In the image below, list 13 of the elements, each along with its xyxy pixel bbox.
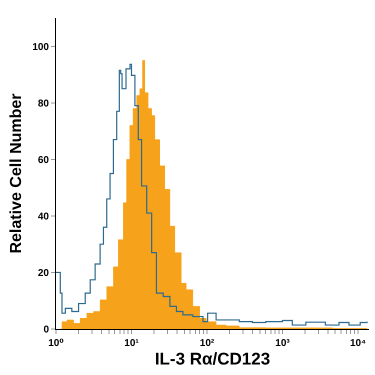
y-axis-title: Relative Cell Number xyxy=(8,93,26,254)
x-tick-label: 10⁰ xyxy=(48,338,64,349)
x-tick-label: 10⁴ xyxy=(350,338,366,349)
y-tick-label: 80 xyxy=(38,98,50,110)
y-tick-label: 60 xyxy=(38,154,50,166)
x-axis-title: IL-3 Rα/CD123 xyxy=(154,349,270,368)
y-tick-label: 0 xyxy=(43,324,50,336)
y-tick-label: 20 xyxy=(38,268,50,279)
x-tick-label: 10¹ xyxy=(124,338,140,349)
y-tick-label: 40 xyxy=(38,211,50,222)
x-tick-label: 10² xyxy=(200,338,215,349)
y-tick-label: 100 xyxy=(32,42,50,53)
x-tick-label: 10³ xyxy=(275,338,290,349)
